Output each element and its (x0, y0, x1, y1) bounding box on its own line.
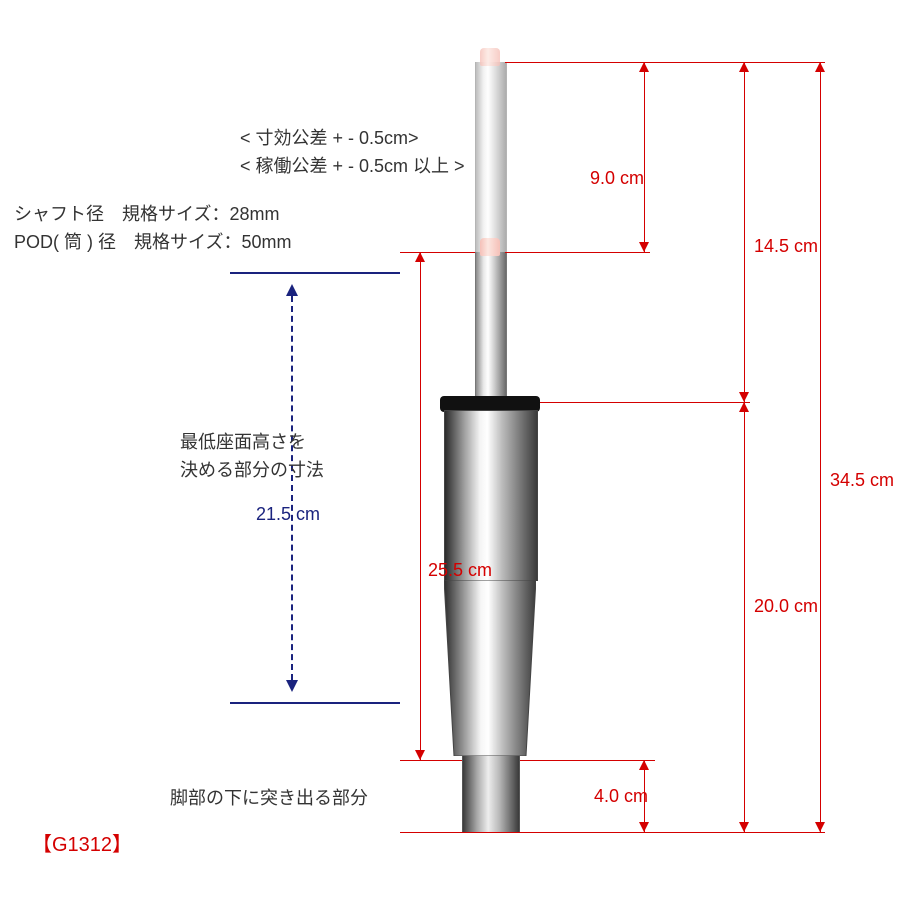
red-h-top-left (400, 252, 475, 253)
min-seat-line-1: 最低座面高さを (180, 428, 306, 454)
shaft-retracted (475, 252, 507, 407)
red-h-stubtop-r (520, 760, 655, 761)
shaft-spec: シャフト径 規格サイズ：28mm (14, 200, 279, 226)
navy-top-bar (230, 272, 400, 274)
dim-21-5: 21.5 cm (256, 504, 320, 525)
product-code: 【G1312】 (32, 828, 132, 857)
red-h-btn (505, 252, 650, 253)
body-stub (462, 756, 520, 833)
dim-9-0: 9.0 cm (590, 168, 644, 189)
diagram-stage: < 寸効公差 + - 0.5cm> < 稼働公差 + - 0.5cm 以上 > … (0, 0, 900, 900)
arrow-up-icon (415, 252, 425, 262)
tolerance-line-2: < 稼働公差 + - 0.5cm 以上 > (240, 152, 465, 178)
arrow-down-icon (639, 822, 649, 832)
navy-bottom-bar (230, 702, 400, 704)
arrow-down-icon (415, 750, 425, 760)
arrow-down-icon (739, 822, 749, 832)
colB-20 (744, 402, 745, 832)
arrow-down-icon (739, 392, 749, 402)
dim-20-0: 20.0 cm (754, 596, 818, 617)
dim-25-5: 25.5 cm (428, 560, 492, 581)
dim-14-5: 14.5 cm (754, 236, 818, 257)
colC-34-5 (820, 62, 821, 832)
foot-protrude-label: 脚部の下に突き出る部分 (170, 784, 368, 810)
arrow-down-icon (815, 822, 825, 832)
navy-arrow-up-icon (286, 284, 298, 296)
arrow-up-icon (739, 402, 749, 412)
red-h-top (505, 62, 825, 63)
red-h-bodytop (540, 402, 750, 403)
dim-4-0: 4.0 cm (594, 786, 648, 807)
navy-dashed-line (291, 296, 293, 680)
body-taper (444, 580, 536, 756)
cap-retracted (480, 238, 500, 256)
tolerance-line-1: < 寸効公差 + - 0.5cm> (240, 124, 419, 150)
red-h-bottom (400, 832, 825, 833)
arrow-up-icon (739, 62, 749, 72)
arrow-up-icon (639, 760, 649, 770)
red-v-25-5 (420, 252, 421, 760)
cap-extended (480, 48, 500, 66)
arrow-up-icon (639, 62, 649, 72)
dim-34-5: 34.5 cm (830, 470, 894, 491)
min-seat-line-2: 決める部分の寸法 (180, 456, 324, 482)
arrow-up-icon (815, 62, 825, 72)
body-upper (444, 410, 538, 581)
red-h-stubtop-left (400, 760, 462, 761)
colB-14-5 (744, 62, 745, 402)
colA-9 (644, 62, 645, 252)
navy-arrow-down-icon (286, 680, 298, 692)
arrow-down-icon (639, 242, 649, 252)
pod-spec: POD( 筒 ) 径 規格サイズ：50mm (14, 228, 291, 254)
